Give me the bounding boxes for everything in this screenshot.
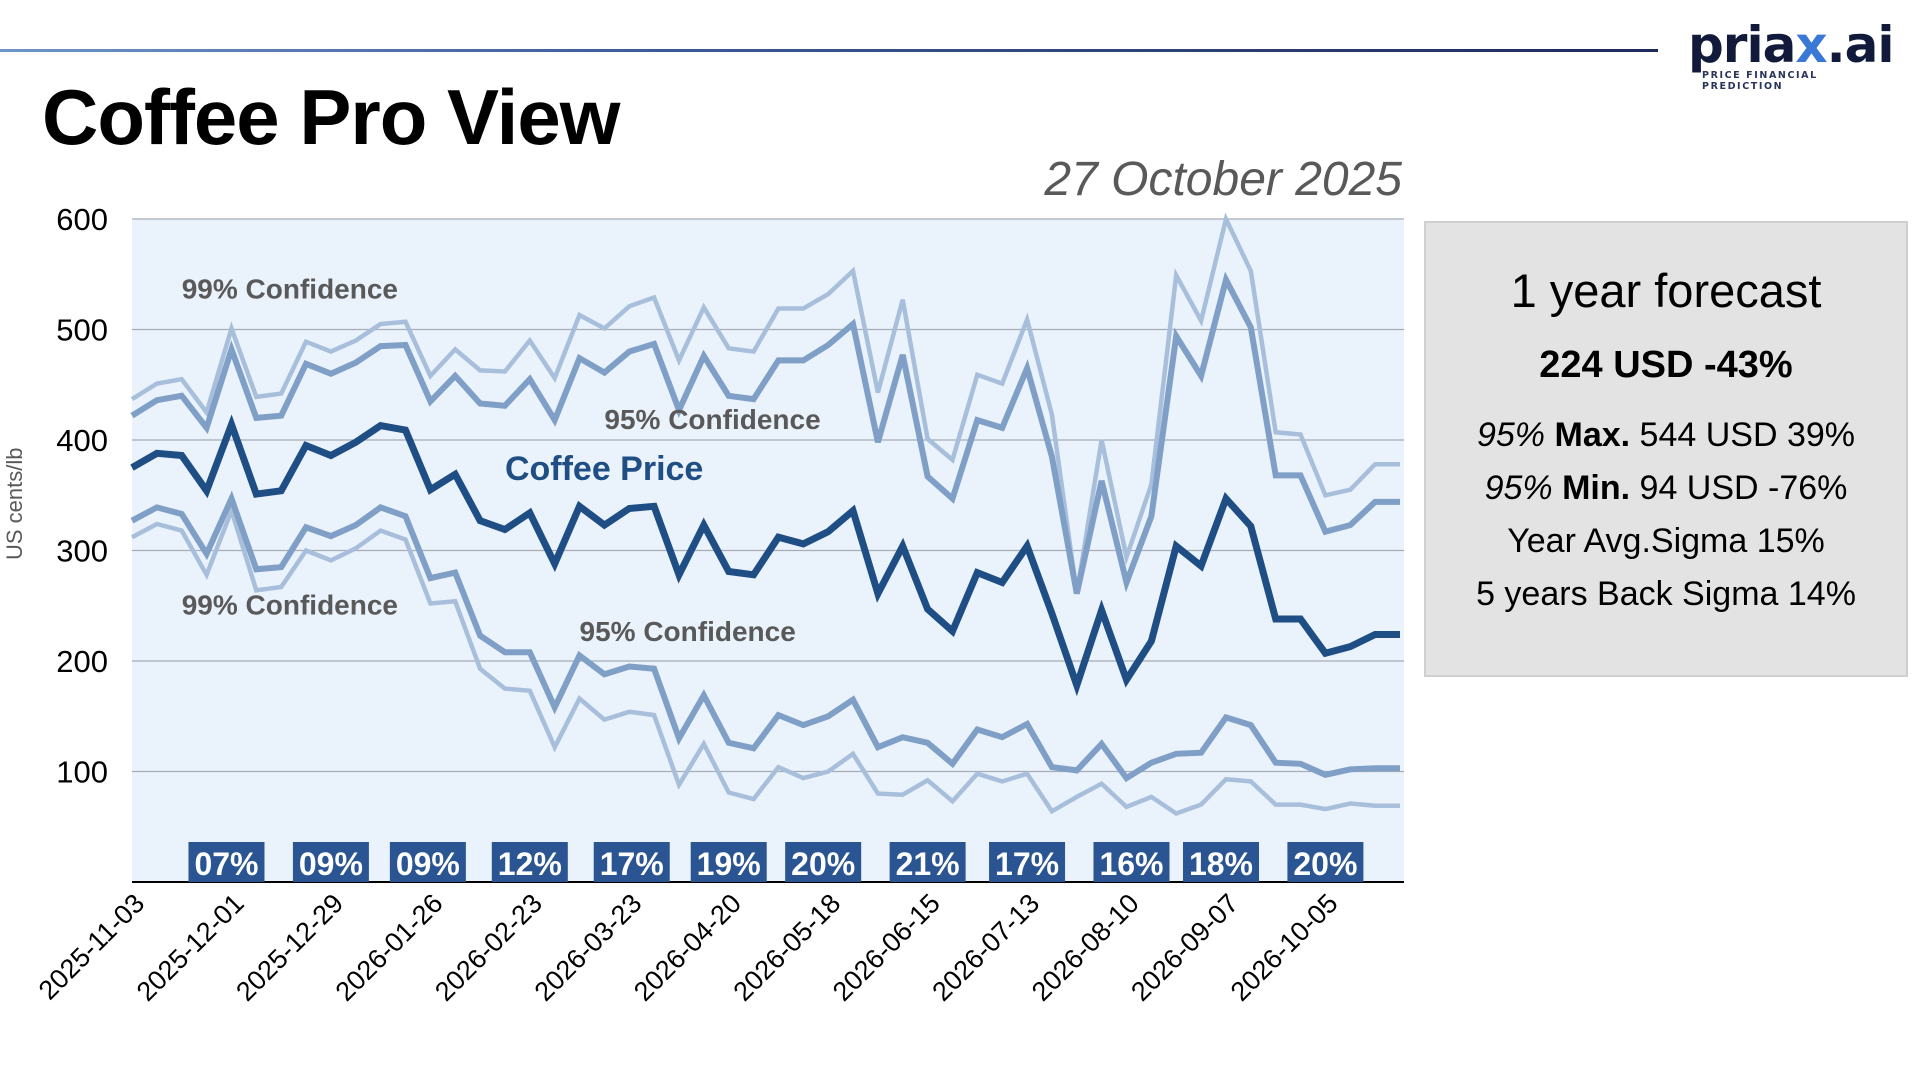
forecast-summary-box: 1 year forecast 224 USD -43% 95% Max. 54… <box>1424 221 1908 677</box>
x-tick-label: 2026-01-26 <box>330 888 449 1007</box>
sigma-badge-box <box>1182 842 1259 882</box>
page-title: Coffee Pro View <box>42 73 620 161</box>
sigma-badge: 09% <box>389 842 466 882</box>
forecast-main-value: 224 USD -43% <box>1539 344 1793 386</box>
sigma-badge: 20% <box>1287 842 1364 882</box>
sigma-badge: 17% <box>593 842 670 882</box>
x-tick-label: 2026-05-18 <box>728 888 847 1007</box>
sigma-badge-label: 20% <box>791 846 855 882</box>
forecast-max-row: 95% Max. 544 USD 39% <box>1476 416 1856 454</box>
x-tick-label: 2025-12-01 <box>131 888 250 1007</box>
sigma-badge-label: 17% <box>600 846 664 882</box>
sigma-badge-label: 17% <box>995 846 1059 882</box>
x-tick-label: 2025-12-29 <box>230 888 349 1007</box>
sigma-badge-box <box>1287 842 1364 882</box>
series-line-price <box>130 414 1400 697</box>
y-tick-label: 200 <box>56 644 108 679</box>
sigma-badge-box <box>389 842 466 882</box>
sigma-badge: 09% <box>292 842 369 882</box>
x-tick-label: 2026-09-07 <box>1125 888 1244 1007</box>
sigma-badge-label: 21% <box>896 846 960 882</box>
sigma-badge-box <box>889 842 966 882</box>
x-tick-label: 2026-10-05 <box>1225 888 1344 1007</box>
y-tick-label: 400 <box>56 423 108 458</box>
x-tick-label: 2026-08-10 <box>1026 888 1145 1007</box>
five-year-back-sigma: 5 years Back Sigma 14% <box>1476 575 1856 613</box>
sigma-badge-box <box>785 842 862 882</box>
header-divider-line <box>0 49 1658 52</box>
sigma-badge-box <box>690 842 767 882</box>
forecast-heading: 1 year forecast <box>1510 264 1822 317</box>
x-tick-label: 2026-03-23 <box>529 888 648 1007</box>
sigma-badge-label: 12% <box>498 846 562 882</box>
sigma-badge: 17% <box>989 842 1066 882</box>
sigma-badge: 12% <box>491 842 568 882</box>
sigma-badge-box <box>1093 842 1170 882</box>
sigma-badge: 20% <box>785 842 862 882</box>
sigma-badge: 18% <box>1182 842 1259 882</box>
y-tick-label: 600 <box>56 202 108 237</box>
sigma-badge-label: 16% <box>1099 846 1163 882</box>
sigma-badge-label: 19% <box>697 846 761 882</box>
forecast-min-row: 95% Min. 94 USD -76% <box>1484 469 1848 507</box>
sigma-badge: 07% <box>188 842 265 882</box>
y-tick-label: 500 <box>56 313 108 348</box>
sigma-badge-box <box>292 842 369 882</box>
priax-logo: priax.ai PRICE FINANCIAL PREDICTION <box>1688 16 1894 92</box>
series-line-upper_95 <box>130 271 1400 595</box>
x-tick-label: 2026-06-15 <box>827 888 946 1007</box>
sigma-badge: 19% <box>690 842 767 882</box>
sigma-badge-box <box>593 842 670 882</box>
y-tick-label: 100 <box>56 755 108 790</box>
forecast-chart: 100 200 300 400 500 600 99% Confidence 95% Conf… <box>33 202 1404 1007</box>
sigma-badge-box <box>188 842 265 882</box>
series-line-lower_99 <box>130 503 1400 817</box>
sigma-badge-label: 09% <box>299 846 363 882</box>
logo-tagline: PRICE FINANCIAL PREDICTION <box>1702 70 1818 92</box>
series-line-lower_95 <box>130 490 1400 783</box>
sigma-badge-label: 07% <box>194 846 258 882</box>
sigma-badge-label: 09% <box>396 846 460 882</box>
sigma-badge-box <box>989 842 1066 882</box>
annotation-lower_99: 99% Confidence <box>182 590 398 621</box>
sigma-badge-label: 18% <box>1189 846 1253 882</box>
sigma-badge: 21% <box>889 842 966 882</box>
annotation-price: Coffee Price <box>505 450 703 488</box>
x-tick-label: 2026-04-20 <box>628 888 747 1007</box>
series-line-upper_99 <box>130 212 1400 594</box>
sigma-badge-box <box>491 842 568 882</box>
logo-wordmark: priax.ai <box>1688 16 1894 74</box>
sigma-badge-label: 20% <box>1293 846 1357 882</box>
year-avg-sigma: Year Avg.Sigma 15% <box>1507 522 1825 560</box>
sigma-badge: 16% <box>1093 842 1170 882</box>
x-tick-label: 2026-07-13 <box>926 888 1045 1007</box>
y-tick-label: 300 <box>56 534 108 569</box>
report-date: 27 October 2025 <box>1044 153 1402 206</box>
annotation-upper_95: 95% Confidence <box>604 404 820 435</box>
x-tick-label: 2026-02-23 <box>429 888 548 1007</box>
annotation-lower_95: 95% Confidence <box>580 616 796 647</box>
annotation-upper_99: 99% Confidence <box>182 274 398 305</box>
